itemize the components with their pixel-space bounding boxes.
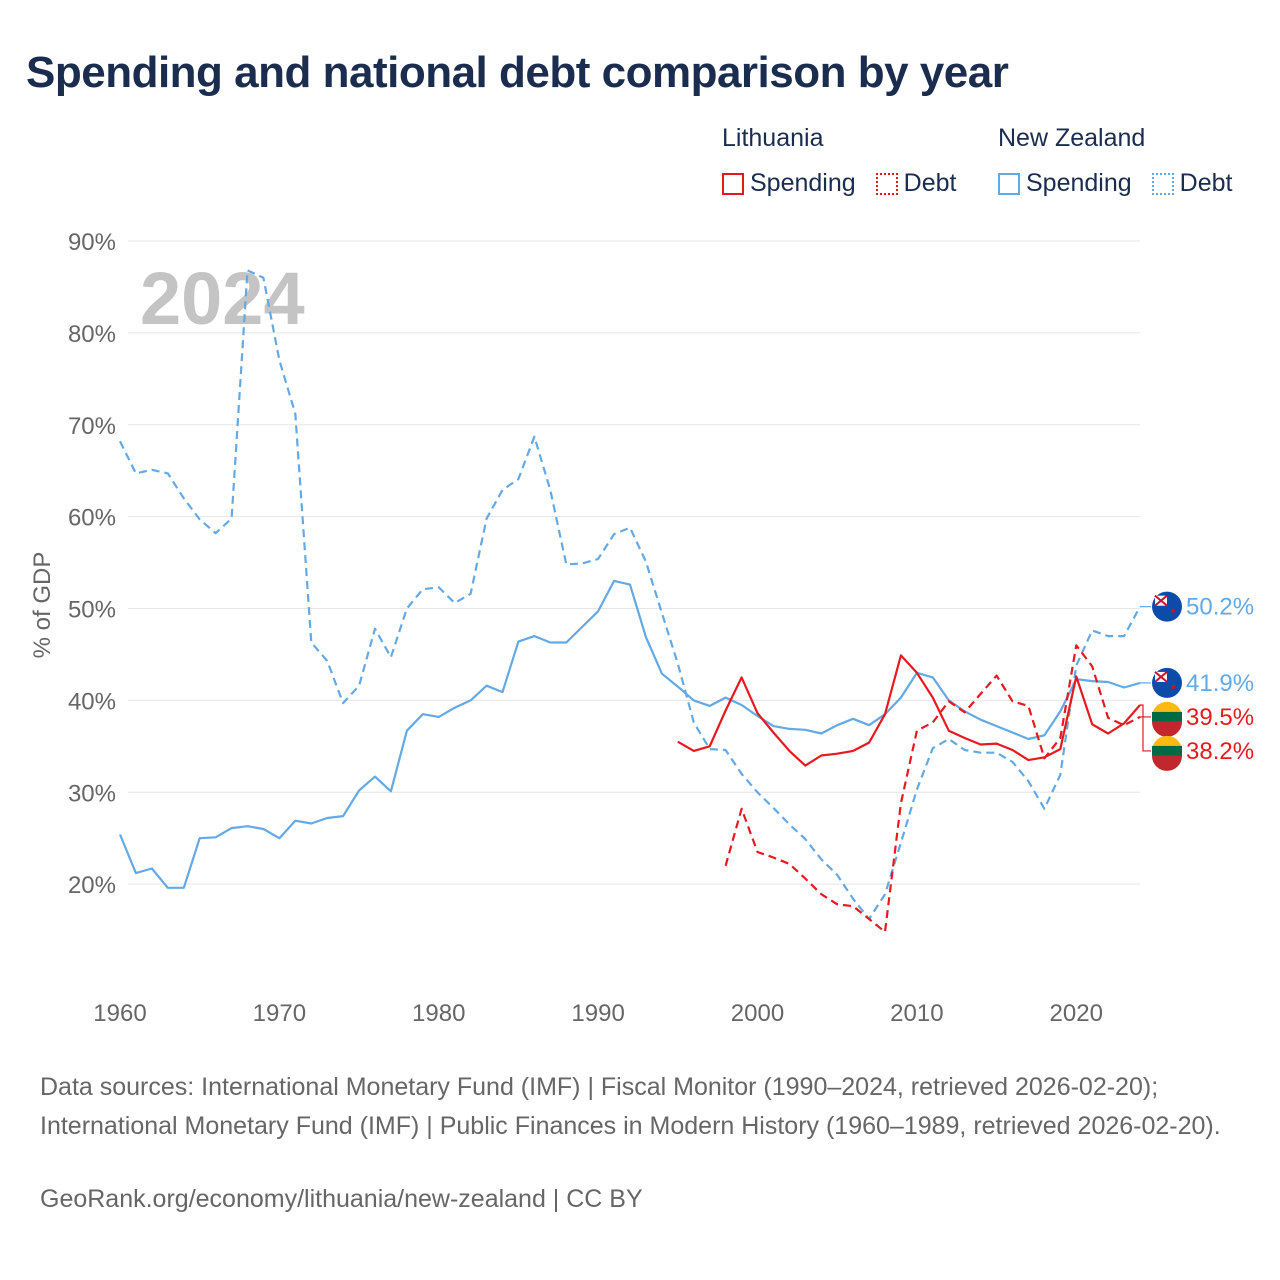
flag-lithuania-red [1152, 721, 1182, 737]
y-axis-label: % of GDP [29, 552, 56, 659]
flag-lithuania-green [1152, 745, 1182, 756]
legend-lithuania: Lithuania Spending Debt [722, 124, 976, 198]
flag-icon-lithuania [1152, 701, 1182, 737]
legend-item-lithuania-spending[interactable]: Spending [722, 169, 856, 198]
x-tick-label: 1970 [253, 1000, 306, 1027]
series-line-lithuania-spending [677, 654, 1141, 767]
x-tick-label: 1990 [571, 1000, 624, 1027]
series-line-new_zealand-spending [118, 579, 1141, 889]
x-tick-label: 1960 [93, 1000, 146, 1027]
x-tick-label: 2000 [731, 1000, 784, 1027]
legend-label-lithuania-debt: Debt [903, 169, 957, 197]
flag-new-zealand-star [1171, 684, 1175, 689]
series-lines [118, 269, 1141, 933]
y-tick-label: 50% [68, 597, 116, 624]
legend-country-new-zealand: New Zealand [998, 124, 1146, 152]
y-tick-label: 70% [68, 413, 116, 440]
legend-swatch-solid-blue [998, 172, 1020, 195]
legend-swatch-dotted-red [875, 172, 898, 195]
end-label-leader [1140, 704, 1151, 718]
data-sources: Data sources: International Monetary Fun… [40, 1073, 1221, 1140]
series-line-new_zealand-debt [119, 269, 1141, 921]
y-tick-label: 20% [68, 872, 116, 899]
y-tick-label: 60% [68, 505, 116, 532]
legend-item-new-zealand-debt[interactable]: Debt [1151, 169, 1233, 198]
x-tick-label: 1980 [412, 1000, 465, 1027]
legend-swatch-dotted-blue [1151, 172, 1174, 195]
series-line-lithuania-debt [724, 644, 1141, 933]
legend-label-new-zealand-debt: Debt [1179, 169, 1233, 197]
flag-new-zealand-cross [1154, 594, 1168, 607]
end-value-label: 50.2% [1186, 594, 1254, 621]
end-label-leader [1140, 716, 1151, 752]
legend-country-lithuania: Lithuania [722, 124, 824, 152]
end-value-label: 38.2% [1186, 738, 1254, 765]
legend-item-new-zealand-spending[interactable]: Spending [998, 169, 1132, 198]
y-tick-label: 90% [68, 229, 116, 256]
x-tick-label: 2010 [890, 1000, 943, 1027]
grid-lines [128, 240, 1140, 885]
y-axis-ticks: 20% 30% 40% 50% 60% 70% 80% 90% [68, 229, 116, 899]
x-tick-label: 2020 [1050, 1000, 1103, 1027]
flag-icon-new_zealand [1152, 591, 1182, 622]
credit-link[interactable]: GeoRank.org/economy/lithuania/new-zealan… [40, 1185, 643, 1213]
chart-title: Spending and national debt comparison by… [26, 48, 1009, 97]
legend-item-lithuania-debt[interactable]: Debt [875, 169, 957, 198]
flag-lithuania-red [1152, 755, 1182, 771]
y-tick-label: 80% [68, 321, 116, 348]
legend-label-lithuania-spending: Spending [750, 169, 856, 197]
legend-swatch-solid-red [722, 172, 744, 195]
y-tick-label: 30% [68, 780, 116, 807]
legend-label-new-zealand-spending: Spending [1026, 169, 1132, 197]
flag-icon-new_zealand [1152, 667, 1182, 698]
end-value-label: 41.9% [1186, 670, 1254, 697]
y-tick-label: 40% [68, 688, 116, 715]
flag-icon-lithuania [1152, 735, 1182, 771]
legend-new-zealand: New Zealand Spending Debt [998, 124, 1252, 198]
flag-new-zealand-cross [1154, 671, 1168, 683]
end-labels: 50.2% 41.9% 39.5% 38.2% [1140, 591, 1254, 771]
flag-new-zealand-star [1171, 608, 1175, 613]
year-watermark: 2024 [140, 257, 305, 340]
end-value-label: 39.5% [1186, 704, 1254, 731]
line-chart: 20% 30% 40% 50% 60% 70% 80% 90% 1960 1970 1980 199… [29, 229, 1254, 1027]
x-axis-ticks: 1960 1970 1980 1990 2000 2010 2020 [93, 1000, 1103, 1027]
flag-lithuania-green [1152, 711, 1182, 722]
